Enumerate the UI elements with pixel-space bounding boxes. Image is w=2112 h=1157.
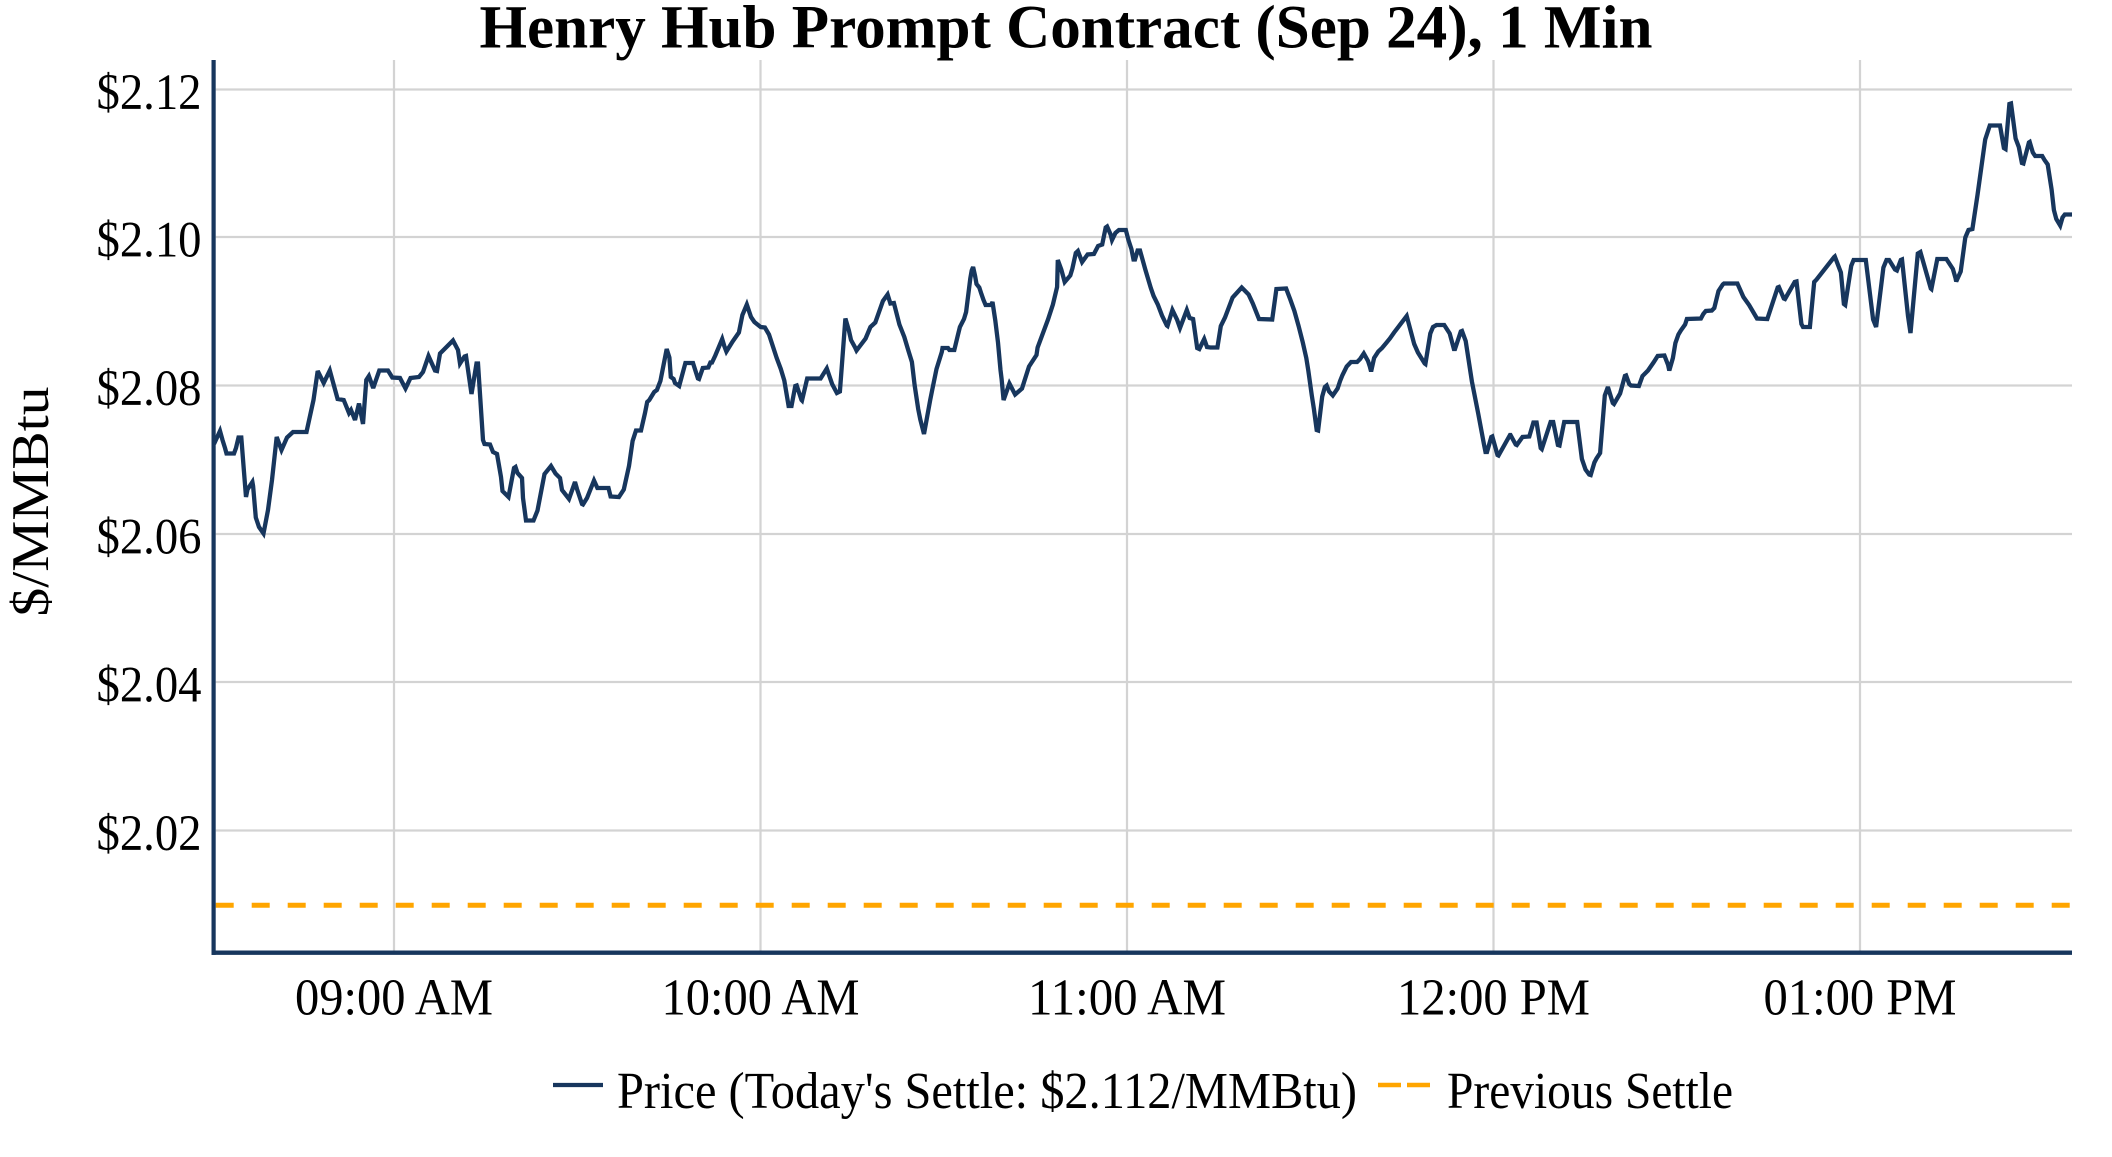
svg-text:01:00 PM: 01:00 PM	[1764, 970, 1957, 1027]
svg-text:10:00 AM: 10:00 AM	[662, 970, 860, 1027]
svg-text:12:00 PM: 12:00 PM	[1397, 970, 1590, 1027]
svg-text:$2.10: $2.10	[97, 213, 202, 269]
svg-text:Price (Today's Settle: $2.112/: Price (Today's Settle: $2.112/MMBtu)	[617, 1063, 1357, 1120]
svg-text:$/MMBtu: $/MMBtu	[2, 387, 60, 617]
svg-text:$2.12: $2.12	[97, 65, 202, 121]
svg-text:$2.02: $2.02	[97, 806, 202, 862]
svg-text:$2.06: $2.06	[97, 510, 202, 566]
svg-text:11:00 AM: 11:00 AM	[1028, 970, 1226, 1027]
svg-text:Previous Settle: Previous Settle	[1447, 1063, 1733, 1120]
svg-text:$2.04: $2.04	[97, 658, 202, 714]
svg-text:09:00 AM: 09:00 AM	[295, 970, 493, 1027]
svg-text:Henry Hub Prompt Contract (Sep: Henry Hub Prompt Contract (Sep 24), 1 Mi…	[480, 0, 1653, 62]
svg-text:$2.08: $2.08	[97, 361, 202, 417]
